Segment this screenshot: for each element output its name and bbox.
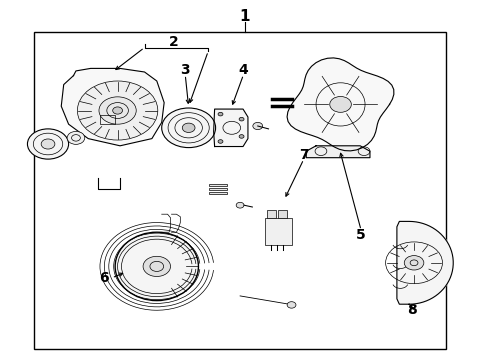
Text: 6: 6 (99, 271, 109, 285)
Circle shape (253, 122, 263, 130)
Text: 4: 4 (239, 63, 248, 77)
Circle shape (330, 96, 351, 112)
Circle shape (27, 129, 69, 159)
Bar (209, 188, 227, 190)
Bar (34, 32, 446, 349)
Text: 1: 1 (240, 9, 250, 24)
Bar (209, 184, 227, 186)
Bar (100, 115, 115, 124)
Circle shape (99, 97, 136, 124)
Circle shape (77, 81, 158, 140)
Circle shape (236, 202, 244, 208)
Bar (209, 192, 227, 194)
Circle shape (239, 117, 244, 121)
Text: 5: 5 (356, 228, 366, 242)
Circle shape (41, 139, 55, 149)
Circle shape (67, 131, 85, 144)
Circle shape (143, 256, 171, 276)
Polygon shape (306, 146, 370, 158)
Polygon shape (61, 68, 164, 146)
Bar (267, 210, 276, 218)
Circle shape (162, 108, 216, 148)
Circle shape (218, 140, 223, 143)
Bar (265, 218, 292, 245)
Polygon shape (397, 221, 453, 304)
Polygon shape (287, 58, 394, 151)
Text: 2: 2 (169, 36, 179, 49)
Polygon shape (214, 109, 248, 147)
Bar (278, 210, 287, 218)
Circle shape (239, 135, 244, 138)
Circle shape (404, 256, 424, 270)
Text: 8: 8 (407, 303, 416, 317)
Circle shape (287, 302, 296, 308)
Circle shape (182, 123, 195, 132)
Text: 7: 7 (299, 148, 309, 162)
Text: 3: 3 (180, 63, 190, 77)
Circle shape (113, 107, 122, 114)
Circle shape (218, 112, 223, 116)
Ellipse shape (115, 232, 198, 301)
